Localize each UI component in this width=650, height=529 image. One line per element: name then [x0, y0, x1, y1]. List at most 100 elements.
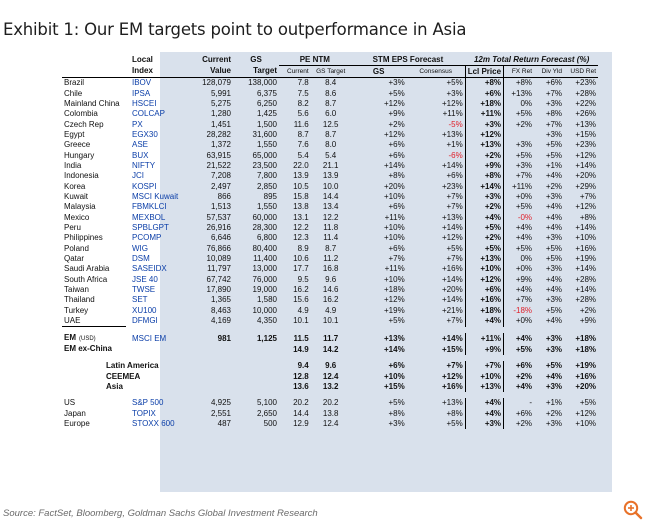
- row-cell: +7%: [515, 171, 533, 181]
- row-cell: 14.4: [322, 191, 339, 201]
- row-cell: +4%: [464, 212, 505, 223]
- row-cell: 6,646: [210, 233, 231, 243]
- row-cell: +7%: [545, 88, 563, 98]
- row-cell: +18%: [464, 98, 505, 110]
- row-cell: +6%: [545, 78, 563, 88]
- row-cell: 17,890: [206, 285, 231, 295]
- row-cell: 1,372: [210, 140, 231, 150]
- row-index-link: SASEIDX: [132, 264, 167, 274]
- row-cell: +3%: [388, 419, 405, 429]
- row-cell: 0%: [520, 254, 533, 264]
- row-index-link: IBOV: [132, 78, 152, 88]
- row-cell: +13%: [442, 212, 463, 222]
- em-cell: +14%: [384, 344, 405, 354]
- row-cell: +2%: [515, 419, 533, 429]
- zoom-in-icon[interactable]: [622, 499, 644, 521]
- row-cell: +12%: [384, 295, 405, 305]
- row-cell: 28,282: [206, 129, 231, 139]
- row-cell: +7%: [515, 295, 533, 305]
- row-cell: 1,280: [210, 109, 231, 119]
- row-cell: 8,463: [210, 305, 231, 315]
- em-cell: +3%: [545, 344, 563, 354]
- row-cell: 1,550: [256, 140, 277, 150]
- row-cell: 8.9: [297, 243, 309, 253]
- row-cell: 7.6: [297, 140, 309, 150]
- row-cell: +28%: [575, 274, 597, 284]
- row-cell: 16.2: [322, 295, 339, 305]
- region-cell: +10%: [464, 371, 505, 382]
- row-country: Hungary: [64, 150, 95, 160]
- row-cell: 11.8: [323, 222, 339, 232]
- row-cell: +21%: [442, 305, 463, 315]
- row-cell: 138,000: [248, 78, 277, 88]
- row-cell: +15%: [575, 129, 597, 139]
- row-cell: 76,866: [206, 243, 231, 253]
- row-cell: 13.9: [322, 171, 339, 181]
- table-row: Thailand SET 1,365 1,580 15.6 16.2 +12% +14% +16…: [62, 295, 598, 306]
- row-cell: +4%: [515, 285, 533, 295]
- row-cell: +7%: [579, 191, 597, 201]
- row-country: Japan: [64, 408, 86, 418]
- row-index-link: SET: [132, 295, 148, 305]
- row-cell: 14.6: [322, 285, 339, 295]
- region-cell: +13%: [464, 381, 505, 393]
- row-cell: +20%: [575, 171, 597, 181]
- table-row: Korea KOSPI 2,497 2,850 10.5 10.0 +20% +23% +14%…: [62, 181, 598, 192]
- row-cell: +4%: [545, 285, 563, 295]
- row-cell: +3%: [446, 88, 463, 98]
- row-cell: 4,925: [210, 398, 231, 408]
- row-cell: +11%: [464, 109, 505, 120]
- em-cell: 981: [217, 333, 231, 343]
- row-cell: +12%: [575, 150, 597, 160]
- row-cell: 7,800: [256, 171, 277, 181]
- header-pe-target: GS Target: [310, 65, 351, 78]
- region-row: Asia 13.6 13.2 +15% +16% +13% +4% +3% +20%: [62, 381, 598, 393]
- row-cell: +3%: [545, 419, 563, 429]
- em-cell: +18%: [575, 344, 597, 354]
- table-row: Colombia COLCAP 1,280 1,425 5.6 6.0 +9% +11% +11…: [62, 109, 598, 120]
- row-cell: +11%: [442, 109, 463, 119]
- row-cell: +19%: [575, 254, 597, 264]
- row-cell: +13%: [442, 398, 463, 408]
- row-cell: 9.6: [325, 274, 337, 284]
- row-cell: +23%: [575, 78, 597, 88]
- row-cell: +8%: [579, 212, 597, 222]
- row-cell: +28%: [575, 88, 597, 98]
- row-cell: +16%: [442, 264, 463, 274]
- row-cell: +0%: [515, 264, 533, 274]
- region-label: Asia: [106, 382, 123, 392]
- row-cell: +3%: [545, 264, 563, 274]
- row-cell: +14%: [442, 160, 463, 170]
- row-cell: +2%: [515, 119, 533, 129]
- row-cell: 12.5: [322, 119, 339, 129]
- row-cell: +5%: [388, 398, 405, 408]
- row-cell: +6%: [388, 243, 405, 253]
- row-cell: +2%: [464, 150, 505, 161]
- row-cell: +4%: [545, 171, 563, 181]
- row-index-link: XU100: [132, 305, 157, 315]
- row-country: Mexico: [64, 212, 90, 222]
- row-cell: +12%: [464, 274, 505, 285]
- header-target: Target: [233, 65, 279, 78]
- row-cell: +4%: [515, 233, 533, 243]
- row-cell: +4%: [464, 398, 505, 409]
- region-cell: +5%: [545, 361, 563, 371]
- row-cell: 895: [263, 191, 277, 201]
- row-cell: 7.5: [297, 88, 309, 98]
- header-div-yld: Div Yld: [534, 65, 565, 78]
- table-row: Greece ASE 1,372 1,550 7.6 8.0 +6% +1% +13% +3% +5…: [62, 140, 598, 151]
- dm-row: Europe STOXX 600 487 500 12.9 12.4 +3% +5% +3% +2…: [62, 418, 598, 430]
- row-cell: +7%: [446, 202, 463, 212]
- row-cell: +10%: [384, 191, 405, 201]
- header-local: Local: [132, 54, 153, 64]
- region-cell: +15%: [384, 382, 405, 392]
- row-cell: +13%: [442, 129, 463, 139]
- row-cell: +12%: [384, 98, 405, 108]
- row-cell: +5%: [515, 109, 533, 119]
- row-index-link: EGX30: [132, 129, 158, 139]
- row-cell: +6%: [388, 202, 405, 212]
- row-cell: 2,850: [256, 181, 277, 191]
- row-cell: 10.1: [322, 316, 339, 326]
- row-cell: 13.4: [322, 202, 339, 212]
- row-cell: +10%: [384, 222, 405, 232]
